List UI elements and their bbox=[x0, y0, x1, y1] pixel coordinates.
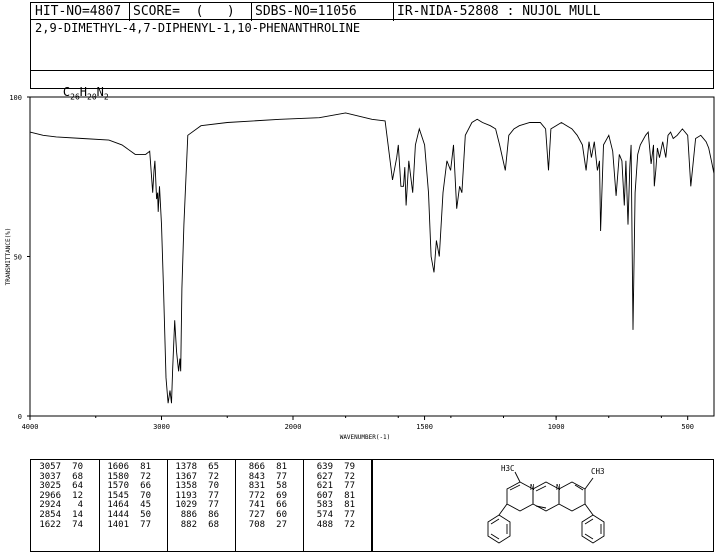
peak-row: 772 69 bbox=[248, 490, 287, 501]
peak-row: 488 72 bbox=[316, 519, 355, 530]
peak-row: 2854 14 bbox=[39, 509, 83, 520]
peak-row: 2924 4 bbox=[39, 500, 83, 511]
peak-row: 1464 45 bbox=[107, 500, 151, 511]
peak-row: 727 60 bbox=[248, 509, 287, 520]
molecule-structure: H3C CH3 N N bbox=[487, 464, 605, 544]
structure-box: H3C CH3 N N bbox=[372, 459, 714, 552]
peak-row: 1029 77 bbox=[175, 500, 219, 511]
compound-box: 2,9-DIMETHYL-4,7-DIPHENYL-1,10-PHENANTHR… bbox=[30, 19, 714, 101]
peak-column: 1378 65 1367 72 1358 70 1193 77 1029 77 886 86 882 68 bbox=[171, 462, 219, 530]
peak-row: 1401 77 bbox=[107, 519, 151, 530]
peak-row: 708 27 bbox=[248, 519, 287, 530]
peak-row: 621 77 bbox=[316, 481, 355, 492]
peak-column: 866 81 843 77 831 58 772 69 741 66 727 60 708 27 bbox=[239, 462, 287, 530]
spectrum-line bbox=[29, 112, 715, 404]
peak-row: 866 81 bbox=[248, 462, 287, 472]
x-tick-label-0: 4000 bbox=[22, 423, 39, 431]
y-tick-label-1: 50 bbox=[14, 254, 22, 262]
peak-row: 3037 68 bbox=[39, 471, 83, 482]
y-tick-label-0: 100 bbox=[9, 94, 22, 102]
peak-row: 1606 81 bbox=[107, 462, 151, 472]
peak-row: 882 68 bbox=[180, 519, 219, 530]
peak-row: 1367 72 bbox=[175, 471, 219, 482]
peak-row: 831 58 bbox=[248, 481, 287, 492]
x-tick-label-3: 1500 bbox=[416, 423, 433, 431]
peak-row: 741 66 bbox=[248, 500, 287, 511]
ir-id: IR-NIDA-52808 : NUJOL MULL bbox=[397, 4, 601, 19]
x-tick-label-2: 2000 bbox=[285, 423, 302, 431]
nitrogen-left-label: N bbox=[530, 483, 535, 492]
peak-row: 886 86 bbox=[180, 509, 219, 520]
peak-column: 3057 70 3037 68 3025 64 2966 12 2924 4 2854 14 1622 7… bbox=[35, 462, 83, 530]
peak-row: 627 72 bbox=[316, 471, 355, 482]
x-axis-label: WAVENUMBER(-1) bbox=[340, 434, 391, 441]
x-tick-label-5: 500 bbox=[681, 423, 694, 431]
x-tick-label-4: 1000 bbox=[548, 423, 565, 431]
peak-row: 1444 50 bbox=[107, 509, 151, 520]
peak-row: 1358 70 bbox=[175, 481, 219, 492]
peak-row: 843 77 bbox=[248, 471, 287, 482]
hit-number: HIT-NO=4807 bbox=[35, 4, 122, 19]
y-tick-label-2: 0 bbox=[18, 413, 22, 421]
peak-row: 1580 72 bbox=[107, 471, 151, 482]
peak-row: 3057 70 bbox=[39, 462, 83, 472]
peak-row: 574 77 bbox=[316, 509, 355, 520]
methyl-right-label: CH3 bbox=[591, 467, 605, 476]
peak-row: 1378 65 bbox=[175, 462, 219, 472]
ir-spectrum-chart: 4000 3000 2000 1500 1000 500100500WAVENUMBER(… bbox=[5, 94, 715, 441]
nitrogen-right-label: N bbox=[556, 483, 561, 492]
methyl-left-label: H3C bbox=[501, 464, 515, 473]
peak-row: 1193 77 bbox=[175, 490, 219, 501]
peak-row: 583 81 bbox=[316, 500, 355, 511]
sdbs-number: SDBS-NO=11056 bbox=[255, 4, 357, 19]
peak-row: 3025 64 bbox=[39, 481, 83, 492]
score: SCORE= ( ) bbox=[133, 4, 235, 19]
peak-row: 639 79 bbox=[316, 462, 355, 472]
peak-row: 1545 70 bbox=[107, 490, 151, 501]
peak-column: 1606 81 1580 72 1570 66 1545 70 1464 45 1444 50 1401… bbox=[103, 462, 151, 530]
peak-row: 607 81 bbox=[316, 490, 355, 501]
peak-row: 1622 74 bbox=[39, 519, 83, 530]
x-tick-label-1: 3000 bbox=[153, 423, 170, 431]
y-axis-label: TRANSMITTANCE(%) bbox=[5, 228, 12, 286]
peak-row: 2966 12 bbox=[39, 490, 83, 501]
peak-row: 1570 66 bbox=[107, 481, 151, 492]
peak-column: 639 79 627 72 621 77 607 81 583 81 574 77 488 72 bbox=[307, 462, 355, 530]
compound-name: 2,9-DIMETHYL-4,7-DIPHENYL-1,10-PHENANTHR… bbox=[35, 21, 361, 35]
peak-table: 3057 70 3037 68 3025 64 2966 12 2924 4 2854 14 1622 7… bbox=[30, 459, 372, 552]
